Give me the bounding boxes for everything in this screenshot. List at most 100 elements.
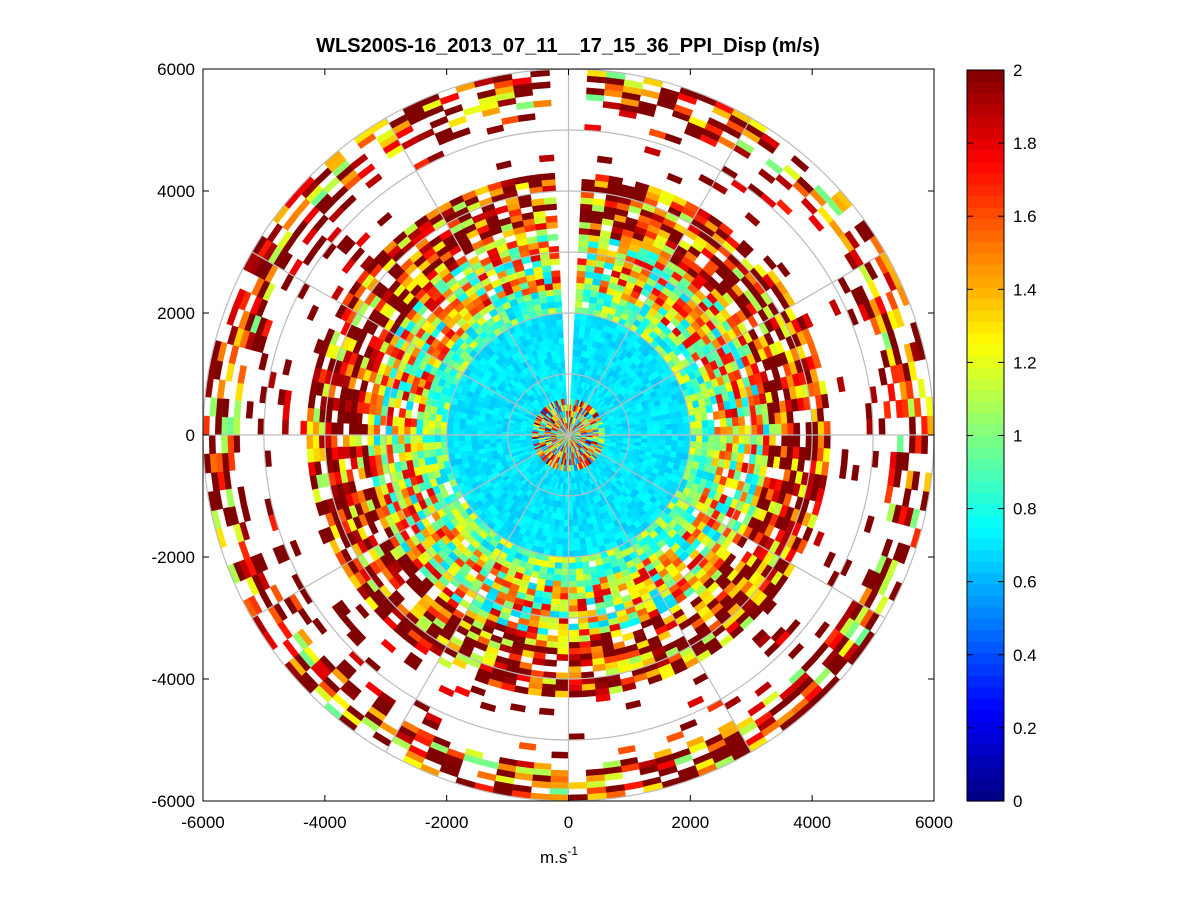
data-cell [540,172,556,181]
data-cell [458,429,466,436]
data-cell [568,507,573,515]
data-cell [580,197,594,205]
data-cell [575,282,585,290]
data-cell [452,440,460,448]
data-cell [577,604,588,612]
data-cell [786,411,794,424]
data-cell [553,294,562,302]
data-cell [470,429,478,436]
data-cell [391,434,399,445]
data-cell [440,428,448,436]
data-cell [564,507,569,515]
data-cell [547,622,559,631]
data-cell [560,574,569,582]
data-cell [428,448,437,458]
data-cell [391,443,400,454]
data-cell [422,442,430,451]
data-cell [568,641,580,649]
data-cell [787,422,795,436]
data-cell [571,489,576,497]
data-cell [573,325,581,333]
data-cell [428,412,437,422]
data-cell [568,538,575,546]
data-cell [559,349,565,357]
data-cell [330,434,338,448]
data-cell [416,426,423,436]
data-cell [559,593,569,600]
data-cell [540,689,556,698]
data-cell [585,597,596,606]
data-cell [282,404,291,421]
data-cell [544,203,557,211]
data-cell [568,648,581,655]
data-cell [554,300,563,308]
data-cell [434,434,441,443]
data-cell [336,422,344,436]
data-cell [781,434,789,447]
data-cell [545,647,558,655]
data-cell [556,319,563,327]
data-cell [556,543,563,551]
data-cell [552,331,559,339]
data-cell [568,654,581,661]
data-cell [532,657,546,666]
data-cell [563,526,569,533]
data-cell [559,599,569,607]
data-cell [568,623,579,631]
data-cell [707,442,715,451]
data-cell [762,413,770,425]
data-cell [787,434,795,448]
data-cell [781,423,789,436]
data-cell [694,448,703,457]
data-cell [446,434,454,442]
data-cell [343,446,351,459]
data-cell [640,426,648,432]
data-cell [576,592,586,600]
data-cell [349,445,357,459]
data-cell [579,319,587,327]
data-cell [676,446,684,454]
data-cell [373,414,381,426]
data-cell [573,331,580,339]
data-cell [416,418,424,428]
data-cell [883,400,892,419]
data-cell [671,440,679,447]
data-cell [575,580,585,588]
data-cell [545,215,558,223]
data-cell [726,434,734,444]
data-cell [676,416,684,424]
data-cell [647,425,654,432]
data-cell [379,434,387,446]
data-cell [483,443,491,449]
data-cell [403,426,411,436]
data-cell [562,544,569,552]
data-cell [708,434,715,443]
data-cell [732,434,740,445]
data-cell [555,672,569,680]
data-cell [774,445,782,458]
data-cell [577,525,584,533]
data-cell [554,684,569,692]
data-cell [756,424,764,436]
data-cell [696,427,703,436]
data-cell [878,418,886,436]
data-cell [546,295,555,303]
data-cell [574,300,583,308]
data-cell [762,434,770,446]
data-cell [823,434,831,449]
data-cell [653,439,660,445]
data-cell [545,289,555,297]
data-cell [343,411,351,424]
data-cell [452,428,460,436]
data-cell [744,425,752,436]
data-cell [337,446,345,460]
data-cell [811,421,819,436]
data-cell [306,434,314,449]
data-cell [568,666,582,674]
data-cell [355,445,363,458]
data-cell [361,423,368,436]
data-cell [557,629,569,637]
data-cell [732,425,740,436]
data-cell [557,331,564,339]
data-cell [744,434,752,445]
